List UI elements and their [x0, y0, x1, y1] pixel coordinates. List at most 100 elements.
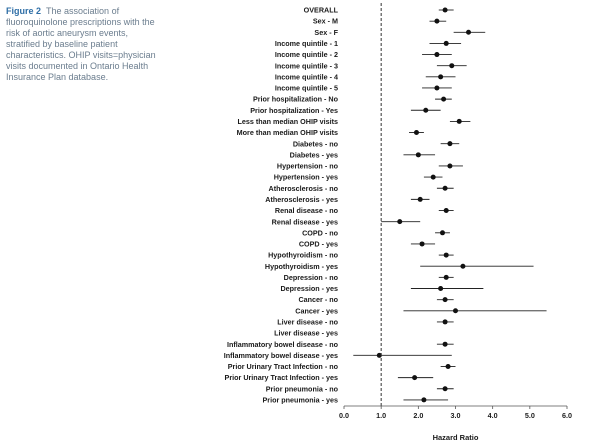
forest-row: Prior Urinary Tract Infection - no: [228, 362, 456, 371]
row-label: Cancer - no: [298, 295, 338, 304]
forest-row: COPD - yes: [299, 240, 436, 249]
forest-row: Sex - M: [313, 17, 447, 26]
forest-row: Income quintile - 1: [275, 39, 462, 48]
row-label: Inflammatory bowel disease - no: [227, 340, 339, 349]
row-label: Renal disease - no: [275, 206, 339, 215]
forest-row: Liver disease - no: [277, 318, 454, 327]
x-tick-label: 6.0: [562, 411, 572, 420]
forest-row: Less than median OHIP visits: [237, 117, 471, 126]
row-label: Atherosclerosis - no: [269, 184, 339, 193]
hazard-ratio-point: [413, 130, 419, 136]
hazard-ratio-point: [442, 7, 448, 13]
x-tick-label: 1.0: [376, 411, 386, 420]
forest-row: Hypothyroidism - no: [268, 251, 454, 260]
forest-row: Atherosclerosis - no: [269, 184, 454, 193]
row-label: Atherosclerosis - yes: [265, 195, 338, 204]
hazard-ratio-point: [456, 118, 462, 124]
row-label: Less than median OHIP visits: [237, 117, 338, 126]
row-label: COPD - yes: [299, 240, 338, 249]
hazard-ratio-point: [442, 185, 448, 191]
figure-caption: Figure 2 The association of fluoroquinol…: [6, 6, 156, 83]
hazard-ratio-point: [434, 85, 440, 91]
row-label: OVERALL: [304, 6, 339, 15]
hazard-ratio-point: [447, 163, 453, 169]
forest-row: Cancer - yes: [295, 306, 547, 315]
forest-row: Renal disease - yes: [272, 217, 421, 226]
forest-row: Hypertension - yes: [274, 173, 443, 182]
row-label: Inflammatory bowel disease - yes: [224, 351, 338, 360]
hazard-ratio-point: [438, 74, 444, 80]
row-label: Sex - F: [314, 28, 338, 37]
forest-row: Sex - F: [314, 28, 486, 37]
caption-text: The association of fluoroquinolone presc…: [6, 6, 156, 82]
row-label: Prior Urinary Tract Infection - no: [228, 362, 339, 371]
forest-row: Income quintile - 4: [275, 72, 456, 81]
hazard-ratio-point: [442, 341, 448, 347]
row-label: Depression - no: [284, 273, 339, 282]
forest-row: Renal disease - no: [275, 206, 454, 215]
forest-row: OVERALL: [304, 6, 454, 15]
forest-row: More than median OHIP visits: [237, 128, 424, 137]
row-label: More than median OHIP visits: [237, 128, 338, 137]
hazard-ratio-point: [438, 286, 444, 291]
hazard-ratio-point: [460, 263, 466, 269]
forest-row: Atherosclerosis - yes: [265, 195, 430, 204]
row-label: Hypertension - no: [277, 162, 339, 171]
hazard-ratio-point: [443, 208, 449, 214]
hazard-ratio-point: [443, 274, 449, 280]
hazard-ratio-point: [430, 174, 436, 180]
hazard-ratio-point: [442, 297, 448, 303]
row-label: Cancer - yes: [295, 306, 338, 315]
hazard-ratio-point: [449, 63, 455, 69]
x-axis-ticks: 0.0 1.0 2.0 3.0 4.0 5.0 6.0: [339, 406, 572, 420]
row-label: Prior hospitalization - Yes: [250, 106, 338, 115]
hazard-ratio-point: [376, 352, 382, 358]
x-tick-label: 2.0: [413, 411, 423, 420]
hazard-ratio-point: [443, 40, 449, 46]
row-label: Income quintile - 2: [275, 50, 338, 59]
hazard-ratio-point: [453, 308, 458, 314]
hazard-ratio-point: [434, 52, 440, 58]
forest-row: Prior hospitalization - No: [253, 95, 452, 104]
row-label: Prior hospitalization - No: [253, 95, 339, 104]
forest-row: Hypertension - no: [277, 162, 463, 171]
hazard-ratio-point: [442, 319, 448, 325]
forest-row: Income quintile - 2: [275, 50, 452, 59]
forest-row: Inflammatory bowel disease - no: [227, 340, 454, 349]
forest-row: Prior hospitalization - Yes: [250, 106, 441, 115]
figure-label: Figure 2: [6, 6, 42, 16]
x-tick-label: 4.0: [488, 411, 498, 420]
hazard-ratio-point: [397, 219, 403, 225]
hazard-ratio-point: [417, 196, 423, 202]
hazard-ratio-point: [439, 230, 445, 236]
hazard-ratio-point: [434, 18, 440, 24]
hazard-ratio-point: [445, 363, 451, 369]
row-label: Renal disease - yes: [272, 217, 338, 226]
hazard-ratio-point: [412, 375, 418, 381]
hazard-ratio-point: [466, 29, 472, 35]
row-label: Income quintile - 1: [275, 39, 338, 48]
x-tick-label: 3.0: [451, 411, 461, 420]
row-label: Prior pneumonia - no: [266, 384, 339, 393]
row-label: Liver disease - yes: [274, 329, 338, 338]
forest-row: Diabetes - yes: [290, 150, 436, 159]
forest-row: COPD - no: [302, 228, 450, 237]
hazard-ratio-point: [423, 107, 429, 113]
row-label: Diabetes - no: [293, 139, 339, 148]
row-label: Prior pneumonia - yes: [263, 396, 339, 405]
forest-row: Prior pneumonia - no: [266, 384, 454, 393]
hazard-ratio-point: [421, 397, 427, 403]
forest-row: Depression - yes: [280, 284, 484, 293]
hazard-ratio-point: [442, 386, 448, 392]
row-label: Depression - yes: [280, 284, 338, 293]
row-label: Sex - M: [313, 17, 338, 26]
forest-row: Income quintile - 3: [275, 61, 467, 70]
row-label: Income quintile - 5: [275, 84, 338, 93]
row-label: Hypothyroidism - yes: [265, 262, 338, 271]
hazard-ratio-point: [447, 141, 453, 147]
forest-row: Liver disease - yes: [274, 329, 338, 338]
forest-row: Cancer - no: [298, 295, 454, 304]
hazard-ratio-point: [415, 152, 421, 158]
row-label: Income quintile - 3: [275, 61, 338, 70]
